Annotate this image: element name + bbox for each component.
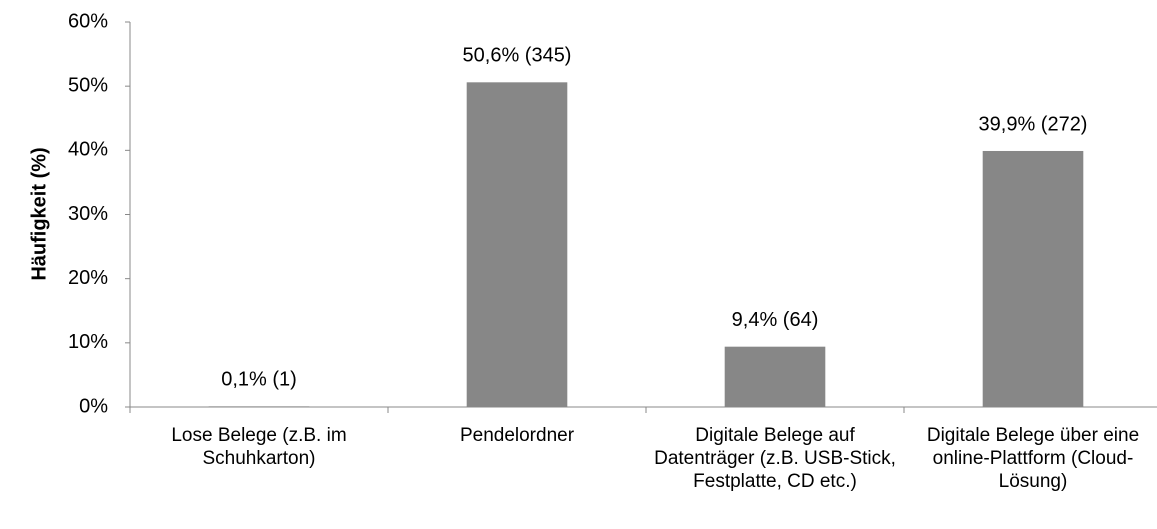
y-tick-label: 60% <box>68 10 108 32</box>
y-tick-label: 20% <box>68 267 108 289</box>
x-tick-label: Lose Belege (z.B. im Schuhkarton) <box>171 425 347 469</box>
x-tick-label: Pendelordner <box>459 425 575 446</box>
bar <box>208 406 310 407</box>
y-axis-title: Häufigkeit (%) <box>28 147 50 280</box>
bar <box>466 82 568 408</box>
y-tick-label: 40% <box>68 139 108 161</box>
bar <box>982 150 1084 407</box>
data-label: 50,6% (345) <box>463 45 572 67</box>
y-tick-label: 50% <box>68 74 108 96</box>
y-tick-label: 30% <box>68 203 108 225</box>
y-tick-label: 10% <box>68 331 108 353</box>
data-label: 39,9% (272) <box>979 113 1088 135</box>
x-tick-label: Digitale Belege über eine online-Plattfo… <box>926 425 1140 492</box>
y-tick-label: 0% <box>79 395 108 417</box>
bar <box>724 346 826 407</box>
data-label: 9,4% (64) <box>732 309 819 331</box>
data-label: 0,1% (1) <box>221 369 297 391</box>
x-tick-label: Digitale Belege auf Datenträger (z.B. US… <box>654 425 896 492</box>
